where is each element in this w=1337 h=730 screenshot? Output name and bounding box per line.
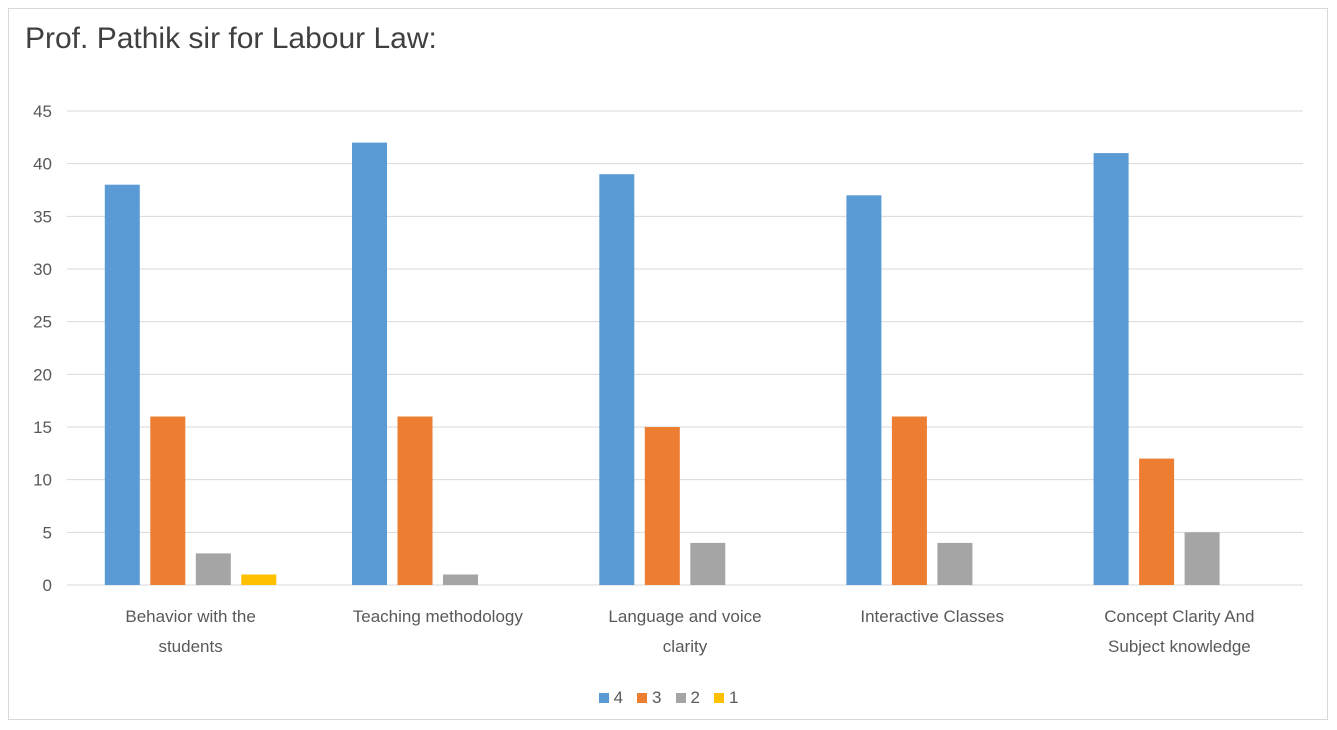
legend: 4 3 2 1 <box>0 688 1337 708</box>
legend-item: 4 <box>598 688 624 708</box>
bar-series-4 <box>104 184 140 585</box>
legend-item: 2 <box>675 688 700 708</box>
legend-item: 1 <box>713 688 739 708</box>
x-category-label: Language and voice clarity <box>608 607 761 656</box>
y-tick-label: 10 <box>33 471 52 490</box>
y-axis-tick-labels: 0 5 10 15 20 25 30 35 40 45 <box>33 102 52 595</box>
y-tick-label: 5 <box>43 523 52 542</box>
bar-series-4 <box>599 174 635 585</box>
bar-series-3 <box>150 416 186 585</box>
bar-series-1 <box>241 574 277 585</box>
legend-label: 2 <box>690 688 700 707</box>
x-axis-category-labels: Behavior with the students Teaching method… <box>125 607 1254 656</box>
legend-label: 4 <box>613 688 624 707</box>
bar-series-3 <box>1139 458 1175 585</box>
bar-series-4 <box>1093 153 1129 585</box>
x-category-label: Concept Clarity And Subject knowledge <box>1104 607 1254 656</box>
y-tick-label: 35 <box>33 207 52 226</box>
legend-item: 3 <box>637 688 662 708</box>
bar-series-2 <box>195 553 231 585</box>
bar-series-2 <box>443 574 478 585</box>
bar-series-2 <box>690 542 726 585</box>
legend-swatch <box>637 693 648 703</box>
x-category-label: Teaching methodology <box>353 607 524 626</box>
y-tick-label: 15 <box>33 418 52 437</box>
y-tick-label: 20 <box>33 365 52 384</box>
bar-series-3 <box>891 416 927 585</box>
bar-series-3 <box>397 416 433 585</box>
legend-label: 1 <box>728 688 739 707</box>
y-tick-label: 40 <box>33 155 52 174</box>
legend-swatch <box>675 693 686 703</box>
y-tick-label: 25 <box>33 313 52 332</box>
bar-series-3 <box>644 427 680 585</box>
bar-series-2 <box>937 542 973 585</box>
legend-swatch <box>713 693 724 703</box>
x-category-label: Behavior with the students <box>125 607 255 656</box>
y-tick-label: 0 <box>43 576 52 595</box>
bar-series-4 <box>352 142 387 585</box>
y-tick-label: 45 <box>33 102 52 121</box>
bar-series-4 <box>846 195 882 586</box>
chart-title: Prof. Pathik sir for Labour Law: <box>25 22 437 55</box>
y-tick-label: 30 <box>33 260 52 279</box>
x-category-label: Interactive Classes <box>860 607 1004 626</box>
bars <box>104 142 1220 586</box>
bar-series-2 <box>1184 532 1220 585</box>
legend-swatch <box>598 693 609 703</box>
legend-label: 3 <box>652 688 662 707</box>
